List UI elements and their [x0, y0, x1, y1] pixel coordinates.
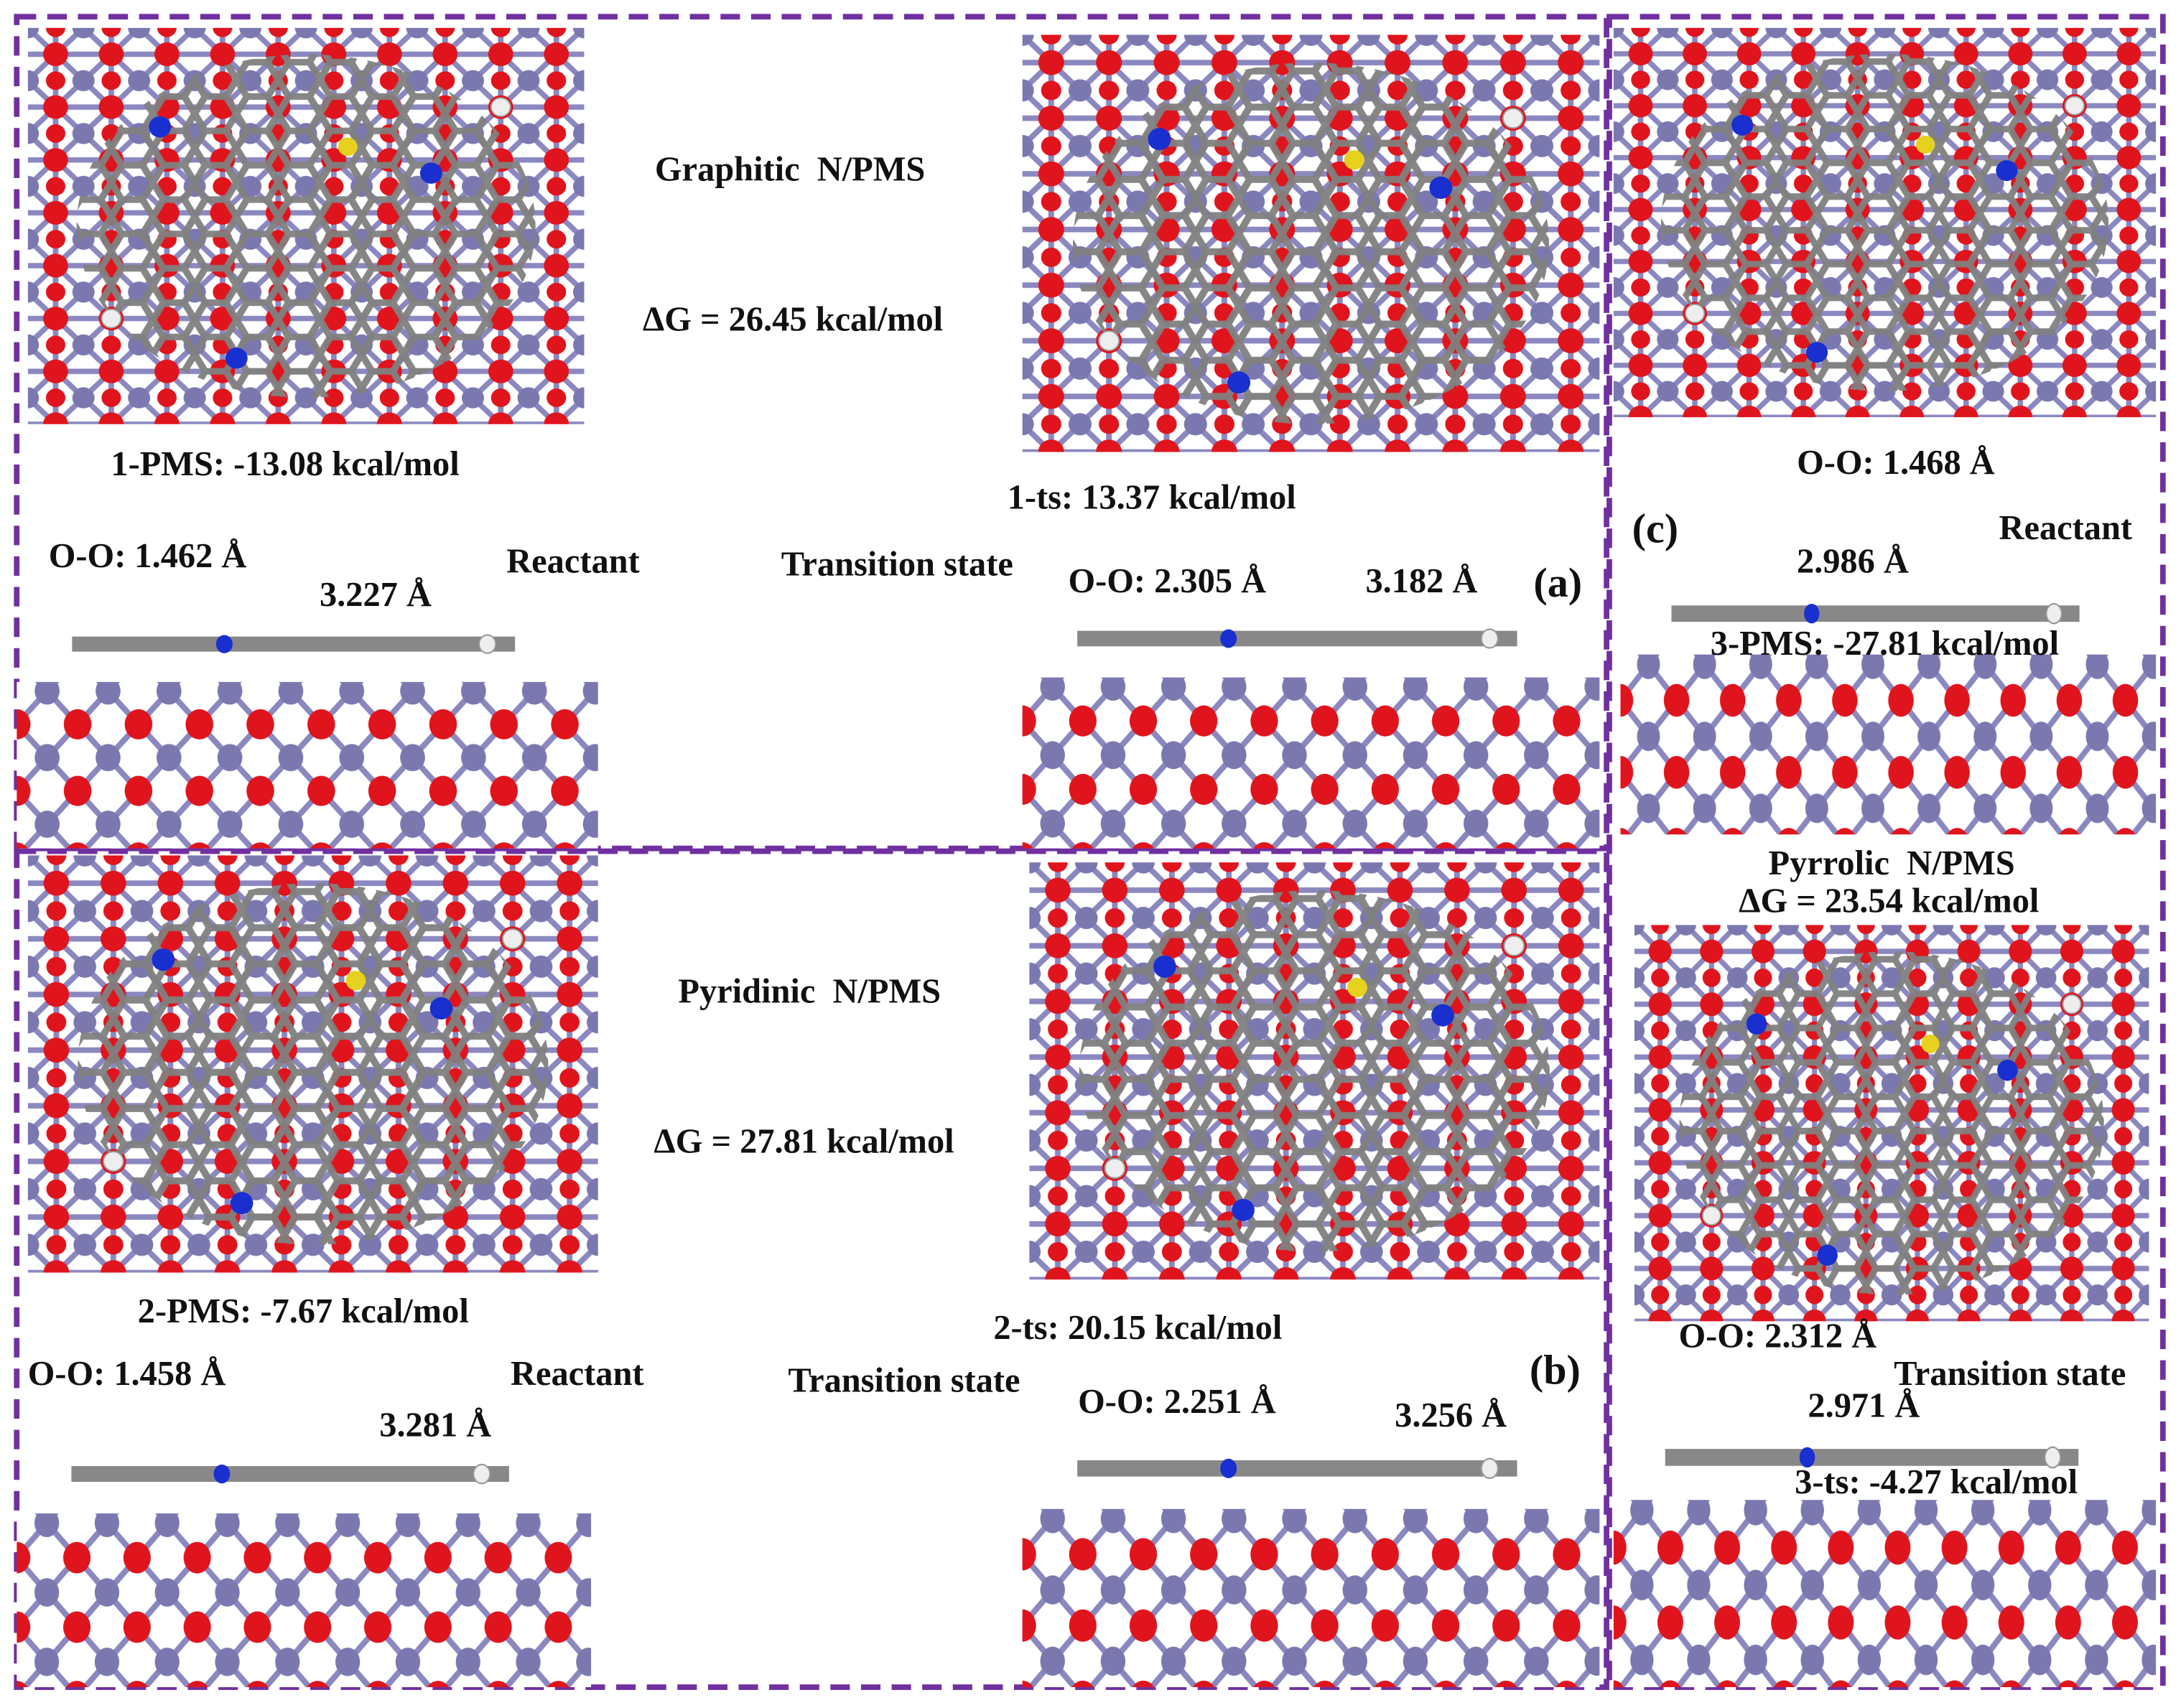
bond-length: O-O: 2.305 Å: [1069, 562, 1267, 600]
structure-side-view: [1023, 629, 1600, 848]
structure-side-view: [17, 635, 598, 848]
panel-label: (c): [1632, 505, 1678, 551]
state-caption: Reactant: [506, 543, 639, 581]
panel-label: (a): [1533, 559, 1582, 606]
distance-label: 3.281 Å: [379, 1406, 491, 1445]
state-caption: Reactant: [511, 1355, 643, 1393]
state-caption: Transition state: [788, 1362, 1020, 1400]
bond-length: O-O: 2.312 Å: [1679, 1317, 1877, 1355]
structure-top-view: [27, 27, 585, 424]
structure-top-view: [1613, 27, 2157, 418]
energy-label: 2-PMS: -7.67 kcal/mol: [138, 1292, 469, 1330]
structure-side-view: [1023, 1459, 1600, 1687]
state-caption: Reactant: [1999, 509, 2132, 547]
state-caption: Transition state: [1894, 1355, 2126, 1393]
panel-a-frame: [14, 14, 1609, 851]
energy-label: 3-PMS: -27.81 kcal/mol: [1711, 625, 2059, 663]
bond-length: O-O: 1.468 Å: [1797, 444, 1995, 482]
delta-g: ΔG = 23.54 kcal/mol: [1739, 882, 2039, 920]
bond-length: O-O: 1.462 Å: [49, 537, 247, 575]
distance-label: 3.227 Å: [320, 576, 432, 614]
panel-title: Graphitic N/PMS: [655, 150, 925, 188]
delta-g: ΔG = 26.45 kcal/mol: [643, 301, 943, 339]
structure-top-view: [1634, 925, 2149, 1322]
distance-label: 3.182 Å: [1365, 562, 1477, 600]
distance-label: 3.256 Å: [1395, 1396, 1507, 1434]
bond-length: O-O: 2.251 Å: [1078, 1383, 1276, 1421]
structure-side-view: [17, 1465, 591, 1687]
energy-label: 3-ts: -4.27 kcal/mol: [1795, 1463, 2078, 1501]
structure-top-view: [1022, 34, 1600, 452]
structure-top-view: [27, 855, 598, 1273]
delta-g: ΔG = 27.81 kcal/mol: [654, 1123, 954, 1161]
panel-title: Pyridinic N/PMS: [678, 972, 941, 1010]
panel-title: Pyrrolic N/PMS: [1769, 844, 2015, 882]
bond-length: O-O: 1.458 Å: [28, 1355, 226, 1393]
energy-label: 1-ts: 13.37 kcal/mol: [1008, 479, 1296, 517]
panel-c-frame: [1606, 14, 2166, 1690]
state-caption: Transition state: [781, 546, 1013, 584]
distance-label: 2.986 Å: [1797, 543, 1909, 581]
panel-label: (b): [1530, 1346, 1581, 1393]
energy-label: 2-ts: 20.15 kcal/mol: [993, 1309, 1282, 1347]
energy-label: 1-PMS: -13.08 kcal/mol: [111, 445, 459, 483]
structure-top-view: [1029, 862, 1600, 1280]
distance-label: 2.971 Å: [1808, 1387, 1920, 1425]
